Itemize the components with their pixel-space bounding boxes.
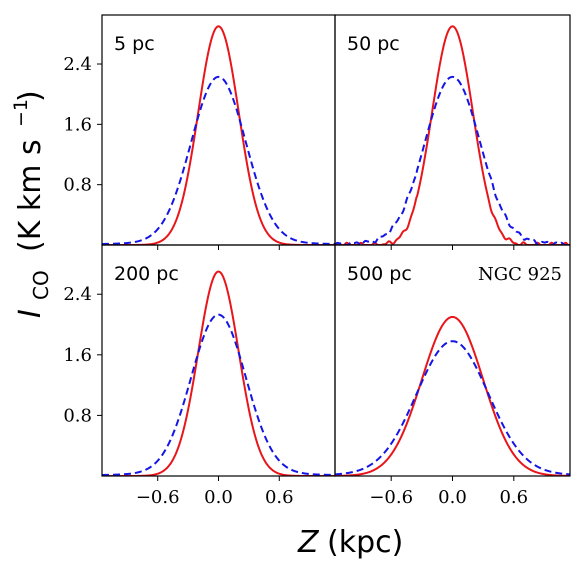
series-dashed-line [102,313,335,476]
panel-3: 200 pc −0.6 0.0 0.6 0.8 1.6 2.4 [63,244,336,508]
panel-2: 50 pc [334,14,571,250]
panel-label: 200 pc [114,263,179,285]
y-tick-label: 2.4 [63,54,92,75]
x-tick-label: −0.6 [136,487,180,508]
panel-4: 500 pc NGC 925 −0.6 0.0 0.6 [334,244,571,508]
series-dashed-line [335,340,570,476]
panels-layer: 5 pc 0.8 1.6 2.4 50 pc 200 pc −0.6 0.0 0.6 0.8 1.6… [63,14,571,508]
x-axis-title-unit: (kpc) [327,525,403,560]
y-tick-label: 0.8 [63,405,92,426]
x-tick-label: −0.6 [369,487,413,508]
y-axis-title-var: I [13,309,48,318]
series-solid-line [102,270,335,476]
y-tick-label: 2.4 [63,284,92,305]
y-tick-label: 1.6 [63,345,92,366]
y-axis-title-close: ) [13,90,48,102]
panel-label: 50 pc [347,33,400,55]
panel-label: 5 pc [114,33,155,55]
y-tick-label: 1.6 [63,114,92,135]
x-tick-label: 0.6 [265,487,294,508]
series-solid-line [335,25,570,245]
y-axis-title: I CO (K km s −1 ) [10,90,53,318]
series-solid-line [102,25,335,245]
galaxy-label: NGC 925 [478,264,562,285]
y-tick-label: 0.8 [63,175,92,196]
y-axis-title-exp: −1 [10,99,32,127]
panel-label: 500 pc [347,263,412,285]
x-tick-label: 0.6 [499,487,528,508]
series-solid-line [335,315,570,476]
series-dashed-line [102,75,335,245]
y-axis-title-unit: (K km s [13,139,48,252]
x-tick-label: 0.0 [438,487,467,508]
x-axis-title-var: Z [297,525,320,560]
x-axis-title: Z (kpc) [297,525,403,560]
y-axis-title-sub: CO [29,270,53,300]
x-tick-label: 0.0 [204,487,233,508]
panel-1: 5 pc 0.8 1.6 2.4 [63,14,336,250]
series-dashed-line [335,75,570,245]
